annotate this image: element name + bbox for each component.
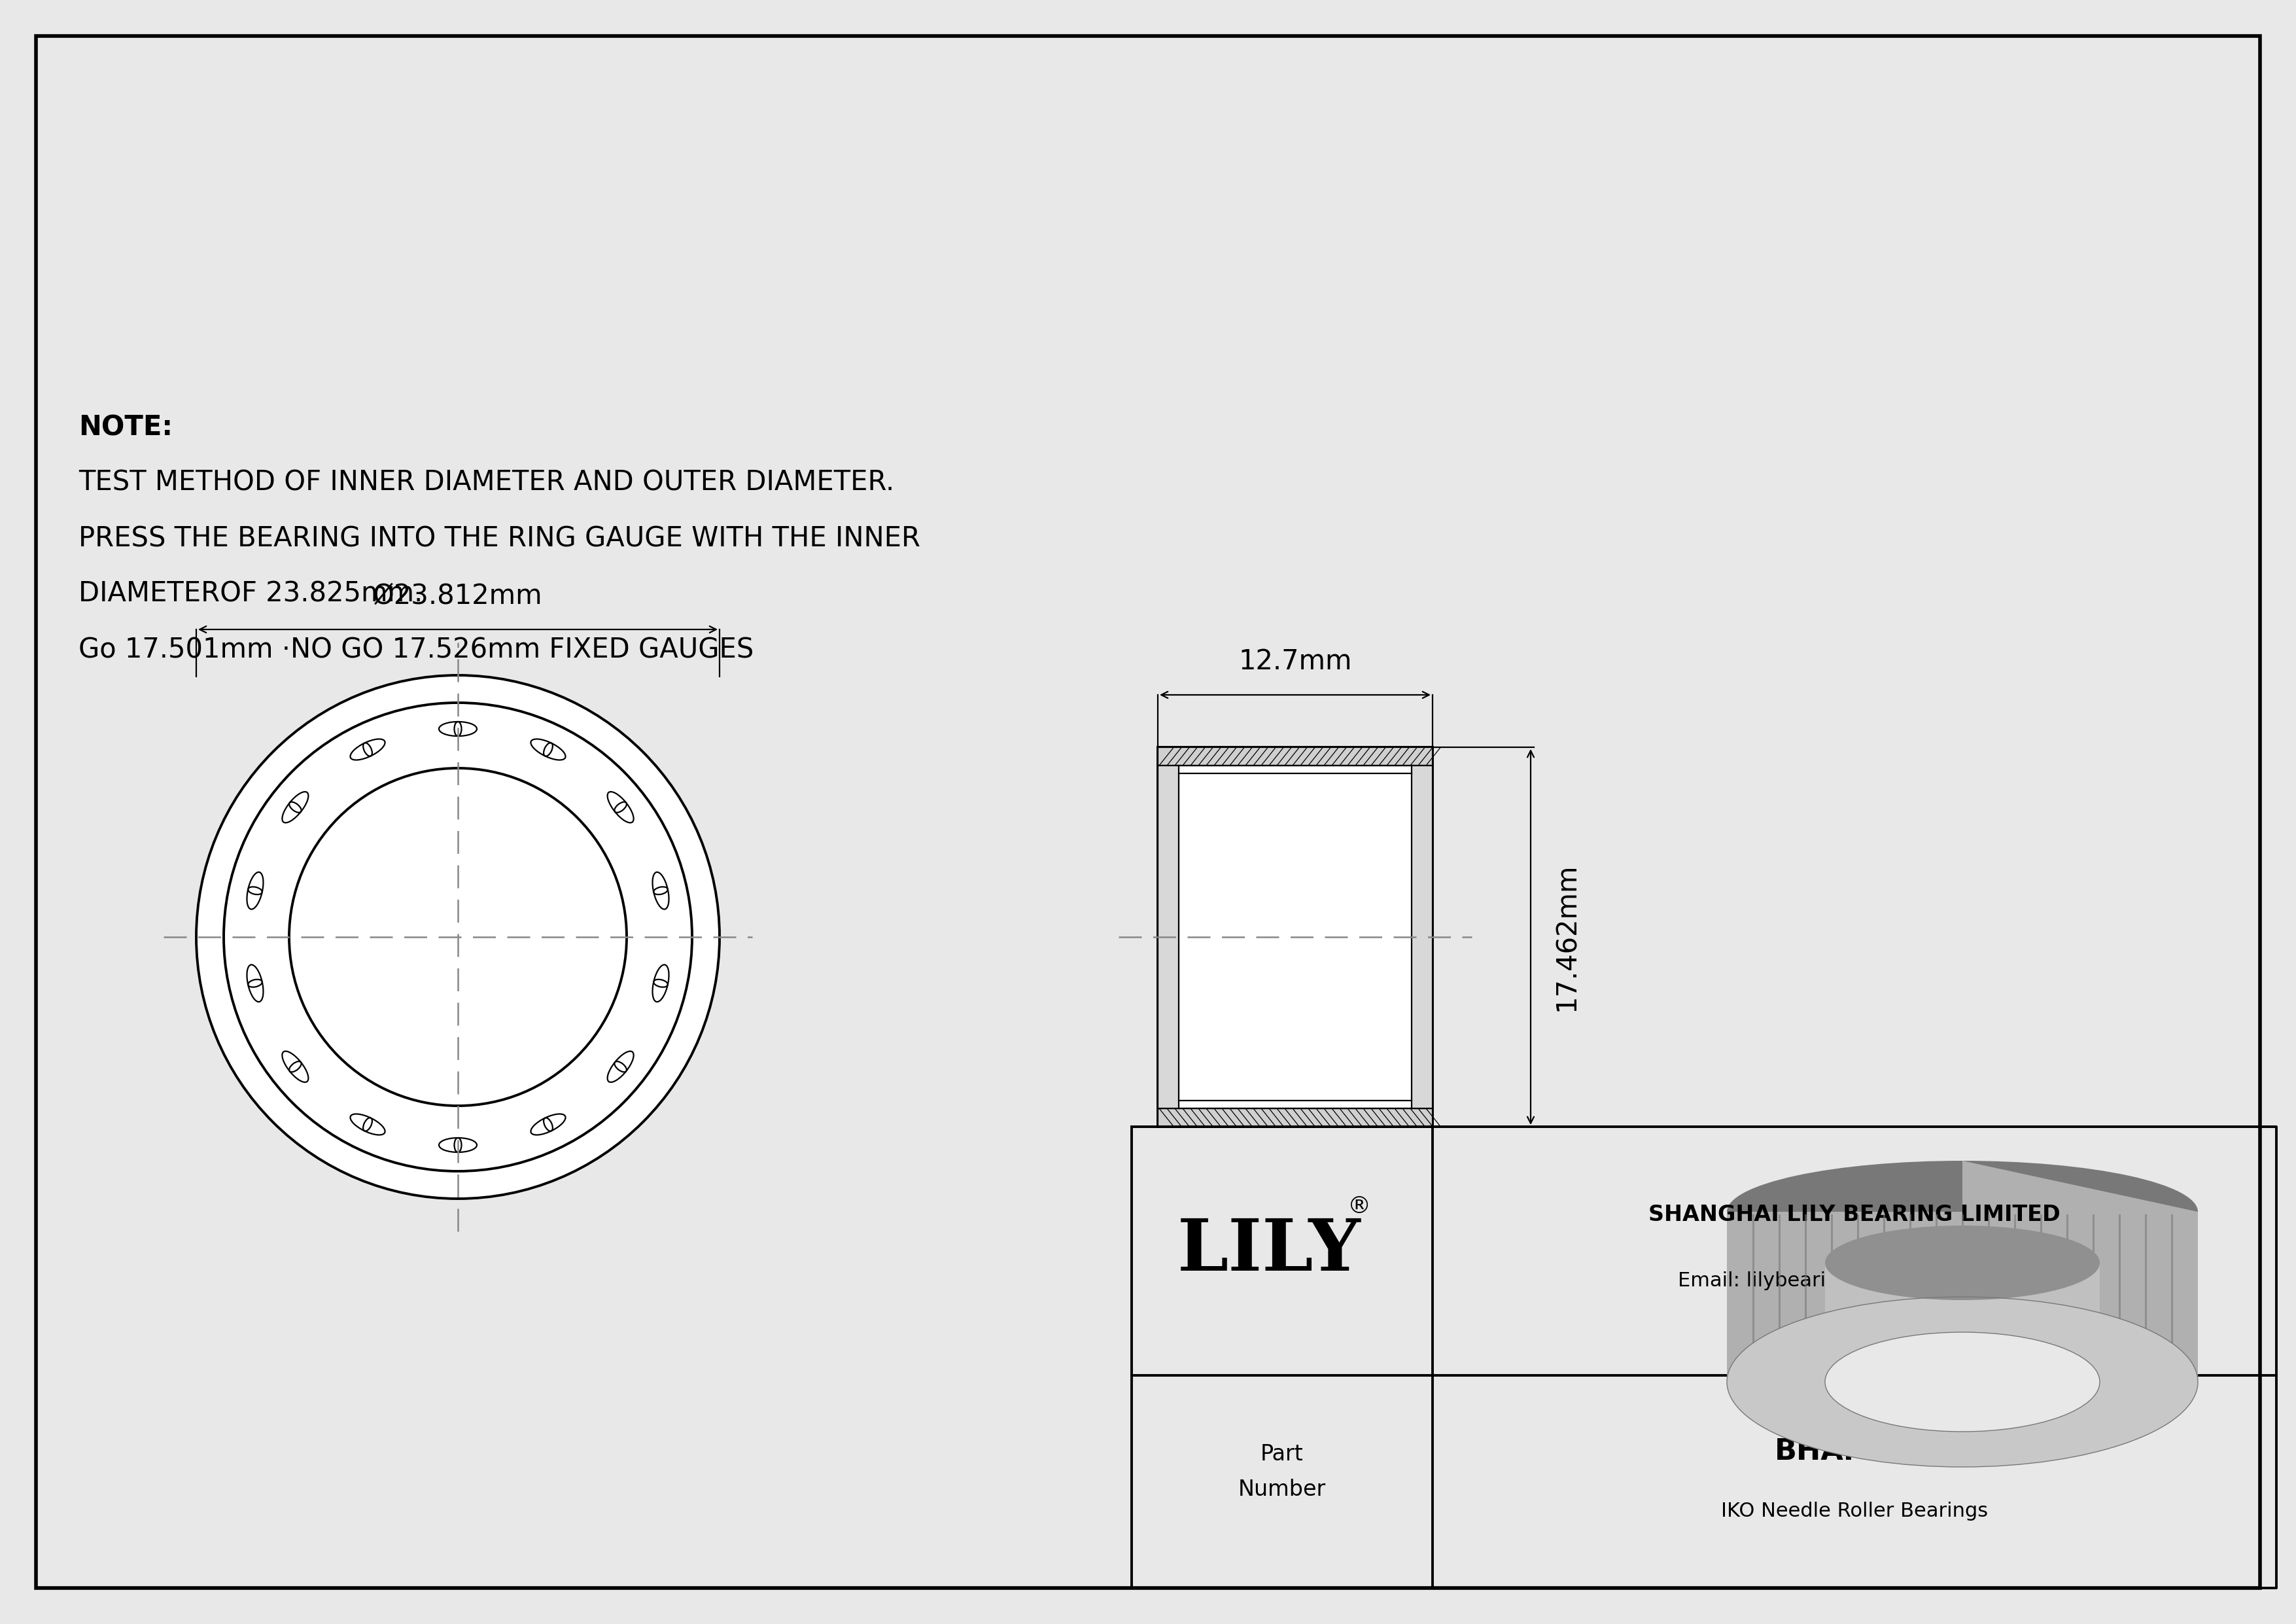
Ellipse shape (1727, 1161, 2197, 1263)
Ellipse shape (1727, 1298, 2197, 1466)
Text: TEST METHOD OF INNER DIAMETER AND OUTER DIAMETER.: TEST METHOD OF INNER DIAMETER AND OUTER … (78, 469, 895, 497)
Polygon shape (1727, 1161, 1963, 1382)
Polygon shape (1963, 1161, 2197, 1382)
Ellipse shape (1825, 1332, 2101, 1432)
Bar (1157, 747, 1433, 1127)
Bar (1157, 1109, 1433, 1127)
Text: 17.462mm: 17.462mm (1552, 862, 1580, 1012)
Text: 12.7mm: 12.7mm (1238, 648, 1352, 676)
Text: ®: ® (1348, 1195, 1371, 1218)
Text: Ø23.812mm: Ø23.812mm (372, 583, 542, 611)
Ellipse shape (1825, 1226, 2101, 1301)
Bar (1412, 765, 1433, 1109)
Bar (1157, 747, 1433, 765)
Text: SHANGHAI LILY BEARING LIMITED: SHANGHAI LILY BEARING LIMITED (1649, 1205, 2060, 1226)
Bar (1157, 765, 1178, 1109)
Text: DIAMETEROF 23.825mm.: DIAMETEROF 23.825mm. (78, 580, 422, 607)
Text: Email: lilybearing@lily-bearing.com: Email: lilybearing@lily-bearing.com (1678, 1272, 2032, 1289)
Text: IKO Needle Roller Bearings: IKO Needle Roller Bearings (1722, 1502, 1988, 1520)
Text: NOTE:: NOTE: (78, 414, 172, 442)
Bar (1157, 747, 1433, 1127)
Text: PRESS THE BEARING INTO THE RING GAUGE WITH THE INNER: PRESS THE BEARING INTO THE RING GAUGE WI… (78, 525, 921, 552)
Text: Part
Number: Part Number (1238, 1444, 1327, 1501)
Text: LILY: LILY (1178, 1216, 1362, 1286)
Text: Go 17.501mm ·NO GO 17.526mm FIXED GAUGES: Go 17.501mm ·NO GO 17.526mm FIXED GAUGES (78, 637, 753, 664)
Circle shape (195, 676, 719, 1199)
Text: BHAM118: BHAM118 (1775, 1439, 1933, 1466)
Bar (1825, 1263, 2101, 1382)
Bar (1727, 1212, 2197, 1382)
